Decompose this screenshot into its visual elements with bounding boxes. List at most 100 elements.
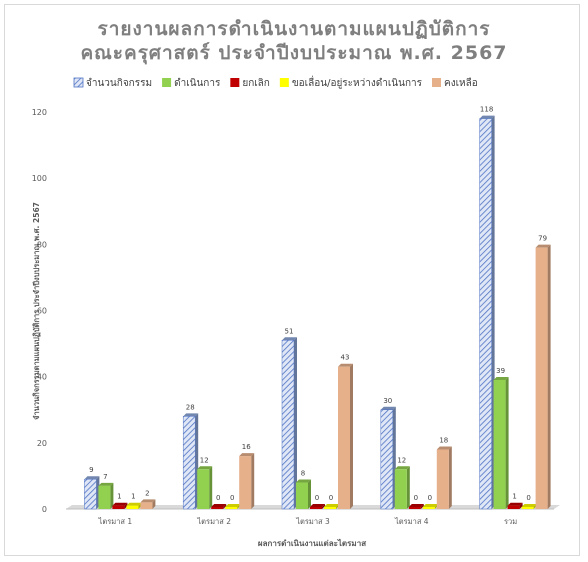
bar-side <box>294 337 297 509</box>
bar-side <box>308 479 311 509</box>
bar-top <box>225 504 241 507</box>
bar-side <box>110 482 114 509</box>
bar: 0 <box>310 494 325 509</box>
bar-front <box>239 456 252 509</box>
legend-item: ดำเนินการ <box>162 78 221 89</box>
data-label: 0 <box>216 494 220 502</box>
legend-label: คงเหลือ <box>444 77 478 89</box>
data-label: 0 <box>230 494 234 502</box>
data-label: 51 <box>285 327 294 335</box>
bar-top <box>112 502 128 506</box>
legend-label: ดำเนินการ <box>174 78 221 89</box>
bar-top <box>296 479 311 483</box>
bar-top <box>324 504 339 507</box>
bar-front <box>197 469 210 509</box>
legend-label: ยกเลิก <box>242 78 270 89</box>
bar-side <box>350 363 353 509</box>
bar-front <box>507 505 520 509</box>
bar-side <box>448 446 452 509</box>
bar-top <box>140 499 156 503</box>
data-label: 0 <box>329 494 333 502</box>
bar-front <box>408 507 421 509</box>
bar-front <box>98 485 111 509</box>
bar-front <box>296 482 308 509</box>
y-tick-label: 40 <box>37 373 47 382</box>
bar-front <box>281 340 295 510</box>
data-label: 12 <box>200 456 209 464</box>
data-label: 9 <box>89 466 93 474</box>
bar-front <box>140 502 153 509</box>
bar-top <box>126 502 142 506</box>
x-tick-label: ไตรมาส 1 <box>98 517 133 526</box>
bar-front <box>182 416 196 510</box>
legend-label: จำนวนกิจกรรม <box>86 78 152 89</box>
bar-front <box>324 507 336 509</box>
chart-title: รายงานผลการดำเนินงานตามแผนปฏิบัติการ <box>97 18 491 40</box>
bar: 51 <box>281 327 297 510</box>
y-tick-label: 60 <box>37 307 47 316</box>
bar-front <box>380 409 394 510</box>
data-label: 2 <box>145 489 149 497</box>
bar-side <box>223 504 227 509</box>
bar: 30 <box>380 397 396 510</box>
bar-side <box>420 504 424 509</box>
bar-top <box>394 466 410 470</box>
bar-top <box>84 476 100 480</box>
legend-label: ขอเลื่อน/อยู่ระหว่างดำเนินการ <box>292 75 423 89</box>
bar-side <box>251 453 255 509</box>
bar-side <box>519 502 523 509</box>
bar-top <box>479 115 495 119</box>
bar-top <box>338 363 353 367</box>
y-tick-label: 20 <box>37 439 47 448</box>
x-axis-label: ผลการดำเนินงานแต่ละไตรมาส <box>258 538 366 548</box>
bar: 1 <box>126 493 142 509</box>
data-label: 8 <box>301 470 305 478</box>
data-label: 0 <box>315 494 319 502</box>
legend: จำนวนกิจกรรม ดำเนินการ ยกเลิก ขอเลื่อน/อยู่… <box>73 75 478 89</box>
bar: 7 <box>98 473 114 509</box>
y-ticks: 0 20 40 60 80 100 120 <box>32 108 47 514</box>
bar: 0 <box>225 494 241 509</box>
bar-top <box>535 244 551 248</box>
x-tick-label: ไตรมาส 2 <box>196 517 231 526</box>
y-tick-label: 120 <box>32 108 47 117</box>
y-tick-label: 100 <box>32 174 47 183</box>
data-label: 0 <box>428 494 432 502</box>
data-label: 43 <box>341 354 350 362</box>
bar-top <box>408 504 424 507</box>
data-label: 1 <box>131 493 135 501</box>
legend-swatch <box>230 78 240 87</box>
data-label: 0 <box>526 494 530 502</box>
bar: 118 <box>479 106 495 510</box>
y-tick-label: 80 <box>37 240 47 249</box>
bar: 12 <box>197 456 213 509</box>
bar: 0 <box>521 494 537 509</box>
bar: 79 <box>535 235 551 509</box>
data-label: 118 <box>480 106 493 114</box>
bar-side <box>124 502 128 509</box>
legend-swatch <box>279 78 289 87</box>
bar-front <box>436 449 449 509</box>
bar-top <box>239 453 255 457</box>
bar-side <box>406 466 410 509</box>
bar: 9 <box>84 466 100 510</box>
data-label: 79 <box>538 235 547 243</box>
bar-top <box>98 482 114 486</box>
x-tick-label: ไตรมาส 4 <box>394 517 429 526</box>
bar: 0 <box>324 494 339 509</box>
bar-top <box>211 504 227 507</box>
legend-item: คงเหลือ <box>432 77 478 89</box>
y-axis-label: จำนวนกิจกรรมตามแผนปฏิบัติการ ประจำปีงบปร… <box>32 202 41 420</box>
bar: 1 <box>112 493 128 509</box>
bar: 2 <box>140 489 156 509</box>
y-tick-label: 0 <box>42 505 47 514</box>
bar: 1 <box>507 493 523 509</box>
data-label: 28 <box>186 403 195 411</box>
x-tick-label: ไตรมาส 3 <box>295 517 330 526</box>
bar-front <box>338 366 350 509</box>
data-label: 16 <box>242 443 251 451</box>
data-label: 1 <box>117 493 121 501</box>
legend-swatch <box>432 78 441 87</box>
